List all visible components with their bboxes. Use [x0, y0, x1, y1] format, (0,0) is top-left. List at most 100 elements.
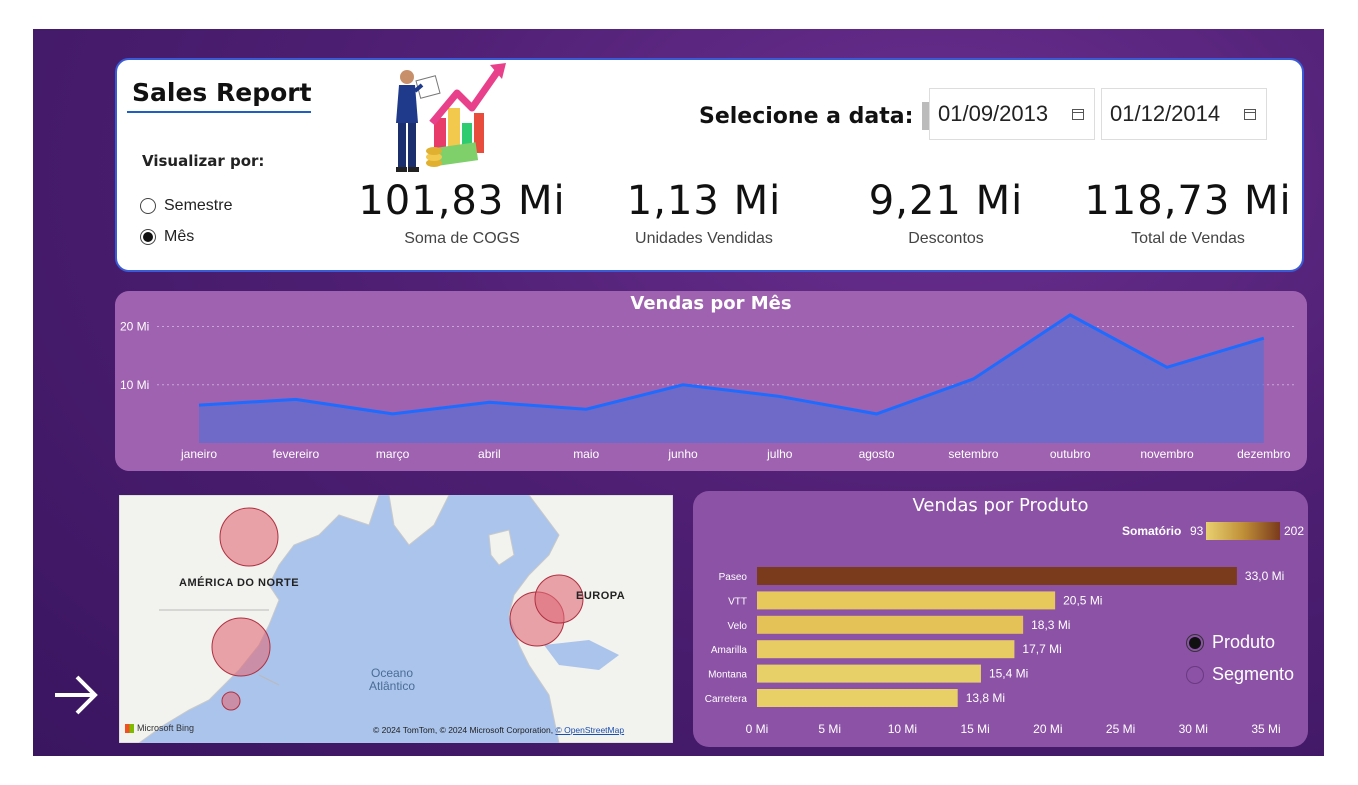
- legend-gradient: [1206, 522, 1280, 540]
- product-sales-chart[interactable]: Paseo 33,0 Mi VTT 20,5 Mi Velo 18,3 Mi Amarill…: [693, 491, 1308, 747]
- y-tick-label: 20 Mi: [120, 320, 149, 334]
- bar-category-label: Carretera: [705, 694, 748, 705]
- bar-category-label: Velo: [728, 621, 748, 632]
- kpi-units: 1,13 Mi Unidades Vendidas: [584, 178, 824, 248]
- monthly-sales-title: Vendas por Mês: [630, 293, 792, 314]
- x-tick-label: setembro: [948, 447, 998, 461]
- bar: [757, 664, 981, 683]
- legend-title: Somatório: [1122, 524, 1182, 538]
- bar-category-label: Montana: [708, 670, 747, 681]
- radio-segmento[interactable]: Segmento: [1186, 664, 1294, 685]
- radio-produto[interactable]: Produto: [1186, 632, 1275, 653]
- series-line: [198, 313, 1265, 416]
- bar-data-label: 33,0 Mi: [1245, 569, 1284, 583]
- x-tick-label: 15 Mi: [960, 722, 989, 736]
- businessman-illustration: [396, 63, 506, 172]
- map-label-europe: EUROPA: [576, 590, 626, 602]
- bar-category-label: Paseo: [719, 572, 748, 583]
- product-sales-card: Vendas por Produto Somatório 93 202 Pase…: [693, 491, 1308, 747]
- legend-max: 202: [1284, 524, 1305, 538]
- header-card: Sales Report Visualizar por: Semest: [115, 58, 1304, 272]
- kpi-label: Unidades Vendidas: [635, 230, 773, 247]
- bar-data-label: 15,4 Mi: [989, 667, 1028, 681]
- legend-min: 93: [1190, 524, 1204, 538]
- x-tick-label: 0 Mi: [746, 722, 769, 736]
- attribution-text: © 2024 TomTom, © 2024 Microsoft Corporat…: [373, 725, 556, 735]
- page-title: Sales Report: [132, 78, 312, 107]
- x-tick-label: agosto: [859, 447, 895, 461]
- ocean-line-1: Oceano: [371, 666, 414, 680]
- x-tick-label: dezembro: [1237, 447, 1291, 461]
- x-tick-label: 10 Mi: [888, 722, 917, 736]
- monthly-sales-card: Vendas por Mês 20 Mi 10 Mi janeiro fevereir…: [115, 291, 1307, 471]
- kpi-label: Total de Vendas: [1131, 230, 1245, 247]
- radio-semestre-label: Semestre: [164, 197, 233, 214]
- bar: [757, 689, 958, 707]
- radio-produto-label: Produto: [1212, 632, 1276, 652]
- monthly-sales-chart[interactable]: 20 Mi 10 Mi janeiro fevereiro março abril maio…: [115, 291, 1307, 471]
- map-attribution: © 2024 TomTom, © 2024 Microsoft Corporat…: [373, 725, 624, 735]
- x-tick-label: maio: [573, 447, 599, 461]
- title-underline: [127, 111, 311, 113]
- bing-provider-text: Microsoft Bing: [137, 723, 195, 733]
- x-tick-label: 20 Mi: [1033, 722, 1062, 736]
- x-tick-label: março: [376, 447, 410, 461]
- series-area: [199, 314, 1264, 443]
- kpi-discounts: 9,21 Mi Descontos: [826, 178, 1066, 248]
- kpi-value: 9,21 Mi: [868, 178, 1024, 224]
- map-basemap: [119, 495, 673, 743]
- bar: [757, 615, 1024, 634]
- x-tick-label: 5 Mi: [818, 722, 841, 736]
- kpi-value: 101,83 Mi: [358, 178, 566, 224]
- arrow-right-icon[interactable]: [53, 672, 99, 718]
- bar-data-label: 17,7 Mi: [1022, 642, 1061, 656]
- kpi-value: 118,73 Mi: [1084, 178, 1292, 224]
- date-start-value: 01/09/2013: [938, 101, 1049, 126]
- kpi-total-sales: 118,73 Mi Total de Vendas: [1068, 178, 1308, 248]
- date-select-label: Selecione a data:: [699, 104, 914, 129]
- map-label-ocean: Oceano Atlântico: [369, 667, 415, 693]
- ocean-line-2: Atlântico: [369, 679, 416, 693]
- x-tick-label: 35 Mi: [1251, 722, 1280, 736]
- kpi-label: Descontos: [908, 230, 984, 247]
- map-label-north-america: AMÉRICA DO NORTE: [179, 577, 300, 589]
- bar-category-label: VTT: [728, 596, 747, 607]
- x-tick-label: julho: [766, 447, 793, 461]
- x-tick-label: fevereiro: [272, 447, 319, 461]
- bar-data-label: 20,5 Mi: [1063, 593, 1102, 607]
- microsoft-logo-icon: [125, 723, 134, 733]
- openstreetmap-link[interactable]: © OpenStreetMap: [555, 725, 625, 735]
- kpi-value: 1,13 Mi: [626, 178, 782, 224]
- calendar-icon[interactable]: [1072, 109, 1084, 120]
- x-tick-label: novembro: [1140, 447, 1194, 461]
- radio-mes[interactable]: Mês: [140, 228, 194, 246]
- report-canvas: Sales Report Visualizar por: Semest: [33, 29, 1324, 756]
- x-tick-label: outubro: [1050, 447, 1091, 461]
- radio-semestre[interactable]: Semestre: [140, 197, 232, 215]
- date-end-value: 01/12/2014: [1110, 101, 1221, 126]
- bar-data-label: 13,8 Mi: [966, 691, 1005, 705]
- radio-mes-indicator[interactable]: [140, 229, 156, 245]
- date-slider-handle[interactable]: [922, 102, 929, 130]
- radio-segmento-label: Segmento: [1212, 664, 1295, 684]
- radio-semestre-indicator[interactable]: [140, 198, 156, 214]
- kpi-cogs: 101,83 Mi Soma de COGS: [342, 178, 582, 248]
- x-tick-label: janeiro: [180, 447, 217, 461]
- product-sales-title: Vendas por Produto: [912, 495, 1089, 516]
- kpi-label: Soma de COGS: [404, 230, 520, 247]
- bar: [757, 591, 1056, 610]
- date-start-input[interactable]: 01/09/2013: [929, 88, 1095, 140]
- x-tick-label: 25 Mi: [1106, 722, 1135, 736]
- radio-produto-indicator[interactable]: [1186, 633, 1204, 652]
- sales-map[interactable]: AMÉRICA DO NORTE EUROPA Oceano Atlântico…: [119, 495, 673, 743]
- radio-segmento-indicator[interactable]: [1186, 665, 1204, 684]
- x-tick-label: 30 Mi: [1179, 722, 1208, 736]
- visualize-by-label: Visualizar por:: [142, 152, 265, 170]
- y-tick-label: 10 Mi: [120, 378, 149, 392]
- date-end-input[interactable]: 01/12/2014: [1101, 88, 1267, 140]
- x-tick-label: abril: [478, 447, 501, 461]
- calendar-icon[interactable]: [1244, 109, 1256, 120]
- bar: [757, 640, 1015, 659]
- bar-category-label: Amarilla: [711, 645, 748, 656]
- bar: [757, 567, 1237, 585]
